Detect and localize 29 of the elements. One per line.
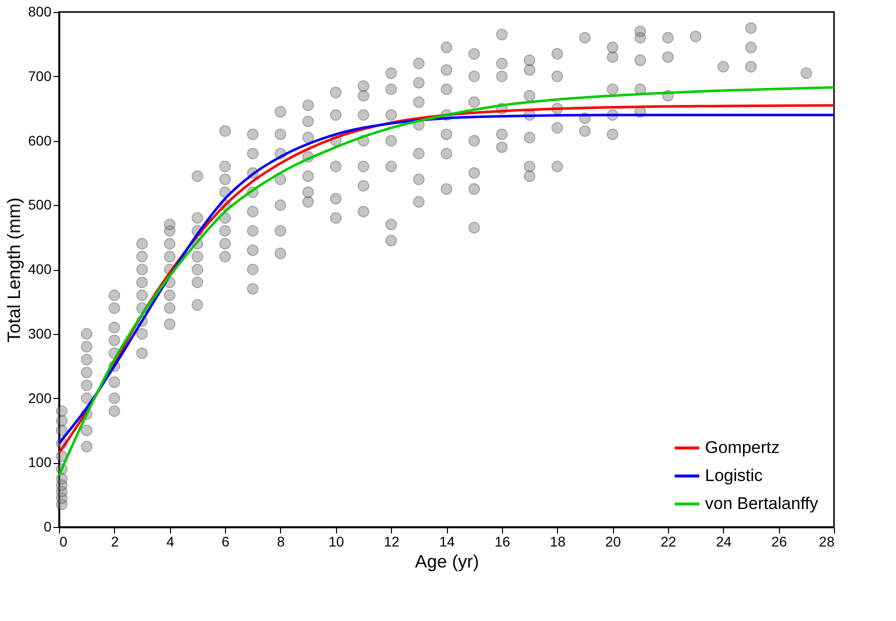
x-tick-label: 28 — [818, 534, 835, 550]
y-tick-label: 0 — [44, 518, 52, 534]
x-tick-label: 14 — [439, 534, 455, 550]
x-tick-label: 10 — [328, 534, 344, 550]
y-tick-label: 200 — [28, 390, 52, 406]
x-tick-label: 26 — [771, 534, 788, 550]
y-tick-label: 100 — [28, 454, 52, 470]
x-tick-label: 22 — [660, 534, 676, 550]
x-tick-label: 8 — [277, 534, 286, 550]
y-tick-label: 400 — [28, 261, 52, 277]
legend-label: von Bertalanffy — [705, 494, 819, 513]
x-tick-label: 0 — [60, 534, 68, 550]
y-tick-label: 600 — [28, 132, 52, 148]
x-tick-label: 2 — [110, 534, 119, 550]
x-tick-label: 20 — [605, 534, 622, 550]
y-tick-label: 800 — [28, 4, 52, 20]
x-tick-label: 4 — [166, 534, 174, 550]
x-tick-label: 12 — [384, 534, 400, 550]
y-tick-label: 700 — [28, 68, 52, 84]
x-axis-title: Age (yr) — [414, 552, 480, 572]
y-tick-label: 500 — [28, 196, 52, 213]
y-tick-label: 300 — [28, 325, 52, 342]
x-tick-label: 18 — [550, 534, 566, 550]
x-tick-label: 24 — [716, 534, 732, 550]
x-tick-label: 6 — [222, 534, 230, 550]
legend-label: Logistic — [705, 466, 764, 485]
y-axis-title: Total Length (mm) — [4, 197, 24, 343]
x-tick-label: 16 — [494, 534, 510, 550]
legend-label: Gompertz — [705, 438, 780, 457]
